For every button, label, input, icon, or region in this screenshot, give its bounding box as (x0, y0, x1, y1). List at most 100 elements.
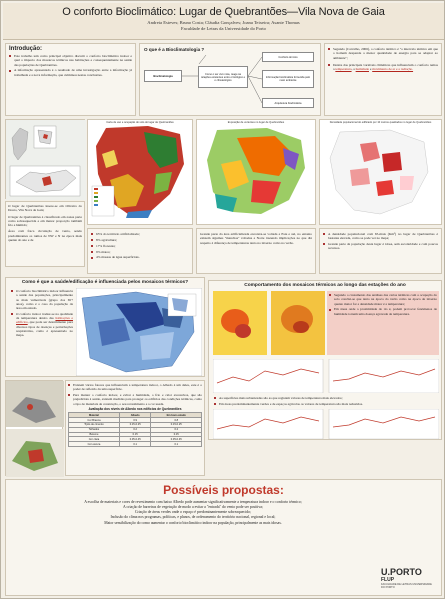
node-info: Informação bioclimática fornecida pelo m… (262, 70, 314, 88)
seasons-bullets-top: Segundo o cruzamento das análises das ca… (327, 291, 439, 355)
bioclim-diagram: O que é a Bioclimatologia ? Bioclimatolo… (139, 43, 321, 116)
title-bar: O conforto Bioclimático: Lugar de Quebra… (3, 3, 444, 40)
temp-profiles-bottom (213, 409, 439, 439)
quote-2: Dentre das principais variáveis climátic… (328, 63, 438, 72)
logo-sub: FLUP (381, 577, 395, 583)
quote-2-c: , a (351, 67, 356, 71)
locator-maps (5, 119, 86, 200)
site-maps-graphic (6, 381, 64, 477)
quote-2-e: e (369, 67, 373, 71)
node-bioclimatologia: Bioclimatologia (144, 70, 182, 82)
slope-map (197, 124, 315, 219)
institution: Faculdade de Letras da Universidade do P… (181, 26, 266, 31)
health-text: O conforto bioclimático indoor influenci… (10, 288, 74, 340)
health-p1: O conforto bioclimático indoor influenci… (11, 289, 73, 310)
seasons-list-top: Segundo o cruzamento das análises das ca… (329, 293, 437, 316)
location-p2: O lugar de Quebrantões é classificado em… (8, 214, 82, 228)
factors-p1: Existem vários fatores que influenciam a… (68, 383, 202, 392)
node-arquitetura: Arquitetura bioclimática (262, 98, 314, 108)
poster-title: O conforto Bioclimático: Lugar de Quebra… (62, 6, 385, 18)
albedo-title: Avaliação dos níveis de Albedo nos edifí… (88, 407, 182, 412)
thermal-maps (213, 291, 325, 355)
seasons-b4: Em áreas predominantemente verdes e de e… (214, 402, 438, 406)
temp-profiles-top (213, 359, 439, 393)
logo-faculty: FACULDADE DE LETRAS UNIVERSIDADE DO PORT… (381, 583, 432, 589)
landuse-map-panel: Carta de uso e ocupação do solo do lugar… (87, 119, 193, 225)
density-map (320, 124, 441, 219)
landuse-item: 9% matos; (91, 250, 189, 254)
landuse-item: 4% massas de água superficiais. (91, 255, 189, 259)
logo-mark: U.PORTO (381, 567, 422, 577)
albedo-table: Material Albedo Em bom estado Cor Branca… (68, 412, 202, 447)
density-map-caption: Densidade populacional do edificado por … (329, 121, 432, 124)
slope-map-caption: Exposição de vertentes no lugar de Quebr… (227, 121, 285, 124)
quote-2-a: Dentre das principais variáveis climátic… (333, 62, 438, 71)
proposals-box: Possíveis propostas: A escolha de materi… (5, 479, 442, 596)
node-definition: Como o ser vivo nota, reage às relações … (198, 66, 248, 88)
proposal-item: Criação de áreas verdes onde o espaço é … (134, 510, 252, 515)
slope-text-box: Grande parte da área artificializada enc… (196, 228, 316, 274)
proposals-list: A escolha de materiais e cores de revest… (9, 500, 377, 526)
landuse-stats: 65% do território artificializado; 8% ag… (87, 228, 193, 274)
quote-2-temp: temperatura (335, 67, 352, 71)
proposal-item: Inclusão do clima nos programas, polític… (110, 515, 276, 520)
site-maps (5, 380, 64, 477)
factors-list: Existem vários fatores que influenciam a… (68, 383, 202, 406)
table-row: Cor escura 0.1 0.1 (68, 441, 202, 447)
table-cell: Cor escura (68, 441, 120, 447)
density-map-panel: Densidade populacional do edificado por … (319, 119, 442, 225)
intro-list: Este trabalho tem como principal objetiv… (9, 54, 132, 77)
quotes-box: Segundo (Carvalho, 2006), o conforto tér… (324, 43, 442, 116)
landuse-item: 8% agricultura; (91, 238, 189, 242)
intro-p1: Este trabalho tem como principal objetiv… (9, 54, 132, 67)
seasons-bottom-text: As superfícies mais urbanizadas são as q… (213, 395, 439, 409)
health-list: O conforto bioclimático indoor influenci… (11, 289, 73, 337)
intro-heading: Introdução: (9, 46, 42, 52)
seasons-b2: Em áreas onde a proximidade do rio é, po… (329, 307, 437, 316)
seasons-b1: Segundo o cruzamento das análises das ca… (329, 293, 437, 306)
seasons-b3: As superfícies mais urbanizadas são as q… (214, 396, 438, 400)
node-conforto: Conforto térmico (262, 52, 314, 62)
proposals-heading: Possíveis propostas: (163, 483, 284, 497)
quote-1: Segundo (Carvalho, 2006), o conforto tér… (328, 47, 438, 60)
seasons-box: Comportamento dos mosaicos térmicos ao l… (208, 280, 442, 440)
proposal-item: A escolha de materiais e cores de revest… (84, 500, 302, 504)
landuse-map (88, 124, 192, 219)
density-text-box: A densidade populacional com 65-mais (Km… (319, 228, 442, 274)
health-p2-b: habitações e edifícios (16, 316, 73, 325)
density-list: A densidade populacional com 65-mais (Km… (323, 232, 438, 251)
landuse-list: 65% do território artificializado; 8% ag… (91, 232, 189, 260)
intro-p2: A informação apresentada é o resultado d… (9, 68, 132, 77)
landuse-item: 65% do território artificializado; (91, 232, 189, 236)
intro-box: Introdução: Este trabalho tem como princ… (5, 43, 136, 116)
health-p2-a: O conforto indoor traduz-se na qualidade… (16, 311, 73, 321)
quote-2-rad: movimento de ar e a radiação. (372, 67, 414, 71)
slope-text: Grande parte da área artificializada enc… (200, 232, 312, 245)
quote-2-hum: humidade (355, 67, 369, 71)
location-p1: O lugar de Quebrantões insere-se em Oliv… (8, 204, 82, 213)
uporto-logo: U.PORTO FLUP FACULDADE DE LETRAS UNIVERS… (381, 567, 435, 589)
proposal-item: A criação de barreiras de vegetação de m… (123, 505, 263, 510)
seasons-heading: Comportamento dos mosaicos térmicos ao l… (244, 283, 406, 288)
health-p2: O conforto indoor traduz-se na qualidade… (11, 312, 73, 338)
health-p2-c: , que pode ser determinante para diverso… (16, 320, 73, 338)
table-cell: 0.1 (118, 441, 152, 447)
locator-map-graphic (6, 120, 86, 200)
diagram-connectors (182, 54, 263, 104)
landuse-item: 17% florestas; (91, 244, 189, 248)
landuse-map-caption: Carta de uso e ocupação do solo do lugar… (106, 121, 174, 124)
slope-map-panel: Exposição de vertentes no lugar de Quebr… (196, 119, 316, 225)
density-p1: A densidade populacional com 65-mais (Km… (323, 232, 438, 241)
bioclim-question: O que é a Bioclimatologia ? (144, 47, 205, 52)
health-heading: Como é que a saúde/edificação é influenc… (21, 280, 189, 285)
factors-p2: Para manter o conforto indoor, e evitar … (68, 393, 202, 406)
authors: Andreia Esteves; Bruno Costa; Cláudia Go… (147, 20, 300, 25)
table-cell: 0.1 (150, 441, 202, 447)
location-p3: Área com fraca circulação de vento, send… (8, 229, 82, 242)
health-map (76, 288, 202, 376)
factors-box: Existem vários fatores que influenciam a… (65, 380, 205, 476)
proposal-item: Maior sensibilização do como aumentar o … (104, 520, 282, 525)
seasons-list-bottom: As superfícies mais urbanizadas são as q… (214, 396, 438, 406)
quotes-list: Segundo (Carvalho, 2006), o conforto tér… (328, 47, 438, 71)
